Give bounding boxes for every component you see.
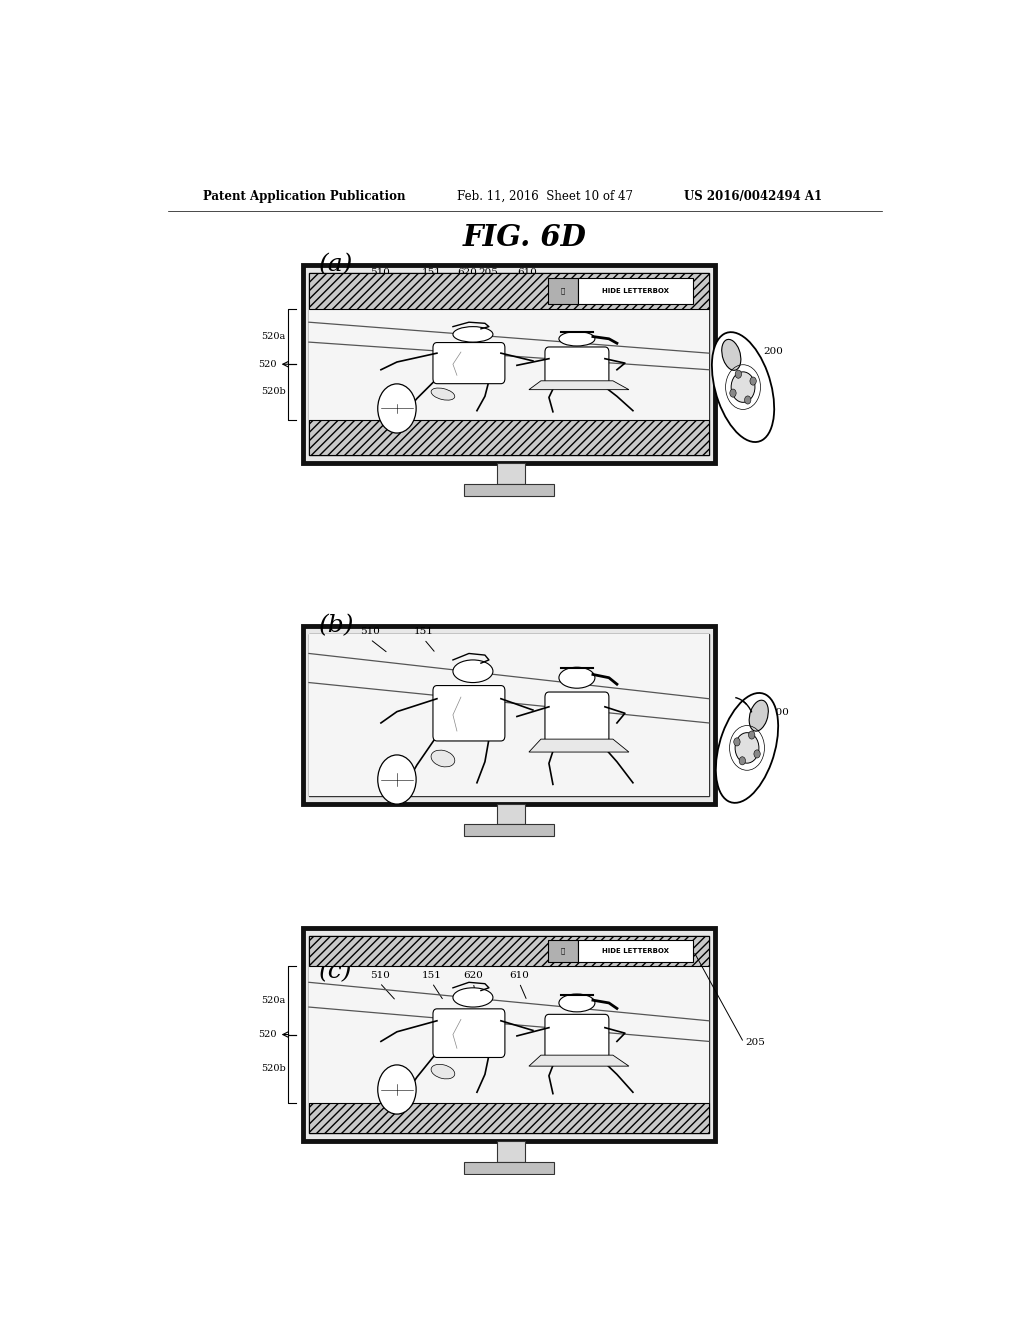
Text: 205: 205 — [478, 268, 499, 277]
Text: 520a: 520a — [262, 333, 286, 341]
Ellipse shape — [431, 750, 455, 767]
Circle shape — [731, 372, 755, 403]
Bar — [464, 824, 554, 837]
Circle shape — [735, 733, 759, 763]
Text: (b): (b) — [318, 614, 354, 638]
Bar — [578, 279, 693, 304]
Ellipse shape — [453, 660, 493, 682]
Bar — [309, 966, 709, 1104]
Text: 205: 205 — [745, 1038, 765, 1047]
Text: (c): (c) — [318, 960, 352, 983]
Polygon shape — [529, 739, 629, 752]
Bar — [309, 634, 709, 796]
Circle shape — [754, 750, 760, 758]
Bar — [578, 940, 693, 962]
Text: 200: 200 — [769, 708, 790, 717]
Ellipse shape — [559, 994, 595, 1012]
Bar — [497, 463, 525, 483]
Bar — [309, 273, 709, 309]
Bar — [309, 309, 709, 420]
Text: 200: 200 — [763, 347, 782, 356]
Ellipse shape — [750, 700, 768, 731]
Circle shape — [734, 738, 740, 746]
Bar — [464, 483, 554, 496]
Bar — [309, 420, 709, 455]
Polygon shape — [529, 1055, 629, 1067]
Ellipse shape — [431, 1064, 455, 1078]
Circle shape — [735, 370, 741, 379]
FancyBboxPatch shape — [545, 347, 609, 385]
Text: 620: 620 — [457, 268, 477, 277]
Ellipse shape — [431, 388, 455, 400]
Text: 🏃: 🏃 — [561, 948, 565, 954]
Ellipse shape — [559, 331, 595, 346]
Text: HIDE LETTERBOX: HIDE LETTERBOX — [602, 288, 669, 294]
Text: Patent Application Publication: Patent Application Publication — [204, 190, 406, 202]
Bar — [309, 1104, 709, 1133]
Circle shape — [744, 396, 751, 404]
Bar — [309, 634, 709, 796]
Text: 510: 510 — [370, 970, 389, 979]
Circle shape — [378, 755, 416, 804]
Bar — [548, 279, 578, 304]
Circle shape — [378, 384, 416, 433]
FancyBboxPatch shape — [433, 685, 505, 741]
Ellipse shape — [712, 333, 774, 442]
Text: 610: 610 — [509, 970, 529, 979]
Bar — [464, 1162, 554, 1173]
Bar — [548, 940, 578, 962]
Text: 520b: 520b — [261, 387, 286, 396]
Bar — [497, 804, 525, 824]
Bar — [303, 928, 715, 1142]
Polygon shape — [529, 380, 629, 389]
Text: 520a: 520a — [262, 995, 286, 1005]
Text: HIDE LETTERBOX: HIDE LETTERBOX — [602, 948, 669, 954]
FancyBboxPatch shape — [545, 692, 609, 744]
Bar — [303, 265, 715, 463]
Text: (a): (a) — [318, 253, 353, 277]
Ellipse shape — [453, 326, 493, 342]
Text: Feb. 11, 2016  Sheet 10 of 47: Feb. 11, 2016 Sheet 10 of 47 — [458, 190, 633, 202]
Text: 151: 151 — [422, 268, 442, 277]
Text: US 2016/0042494 A1: US 2016/0042494 A1 — [684, 190, 821, 202]
Text: 520: 520 — [258, 360, 276, 368]
Ellipse shape — [722, 339, 740, 371]
Bar — [497, 1142, 525, 1162]
Circle shape — [730, 389, 736, 397]
Bar — [309, 273, 709, 455]
Bar — [303, 626, 715, 804]
FancyBboxPatch shape — [545, 1014, 609, 1060]
Circle shape — [739, 756, 745, 764]
Text: 510: 510 — [360, 627, 380, 636]
Ellipse shape — [716, 693, 778, 803]
Ellipse shape — [559, 667, 595, 688]
Text: 151: 151 — [422, 970, 442, 979]
Text: 🏃: 🏃 — [561, 288, 565, 294]
Ellipse shape — [453, 987, 493, 1007]
Bar — [309, 936, 709, 966]
Circle shape — [749, 731, 755, 739]
Text: 620: 620 — [463, 970, 483, 979]
Text: 510: 510 — [370, 268, 389, 277]
Circle shape — [378, 1065, 416, 1114]
Text: 520: 520 — [258, 1030, 276, 1039]
Text: 610: 610 — [517, 268, 538, 277]
FancyBboxPatch shape — [433, 343, 505, 384]
Circle shape — [750, 378, 757, 385]
Bar — [309, 936, 709, 1133]
FancyBboxPatch shape — [433, 1008, 505, 1057]
Text: 520b: 520b — [261, 1064, 286, 1073]
Text: 151: 151 — [414, 627, 434, 636]
Text: FIG. 6D: FIG. 6D — [463, 223, 587, 252]
